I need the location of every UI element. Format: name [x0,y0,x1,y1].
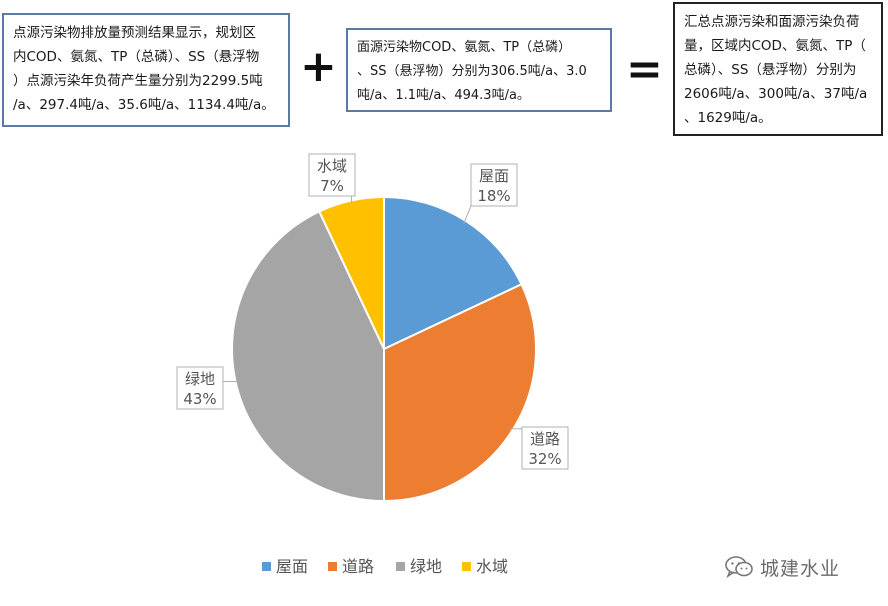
data-label-value: 32% [528,450,561,468]
pie-slice-4 [317,195,385,350]
data-label-category: 屋面 [479,167,509,185]
legend-swatch [328,562,337,571]
data-label-value: 43% [183,390,216,408]
legend-swatch [462,562,471,571]
legend-item-3: 绿地 [396,557,442,576]
pie-slice-3 [231,210,385,503]
data-label-1: 屋面 18% [463,163,518,224]
data-label-2: 道路 32% [509,426,569,470]
pie-slice-1 [383,195,523,351]
data-label-category: 道路 [530,430,560,448]
total-load-textbox: 汇总点源污染和面源污染负荷 量，区域内COD、氨氮、TP（ 总磷）、SS（悬浮物… [673,2,883,136]
wechat-icon [725,556,753,579]
data-label-value: 18% [477,187,510,205]
pie-slice-2 [383,282,537,503]
data-label-category: 绿地 [185,370,215,388]
legend-item-4: 水域 [462,557,508,576]
legend-item-2: 道路 [328,557,374,576]
legend-label: 绿地 [410,557,442,576]
point-source-textbox: 点源污染物排放量预测结果显示，规划区 内COD、氨氮、TP（总磷）、SS（悬浮物… [2,13,290,127]
legend-item-1: 屋面 [262,557,308,576]
legend-label: 屋面 [276,557,308,576]
watermark-text: 城建水业 [760,557,841,580]
legend-swatch [262,562,271,571]
data-label-value: 7% [320,177,344,195]
data-label-category: 水域 [317,157,347,175]
legend-swatch [396,562,405,571]
plus-sign: + [300,41,337,92]
nonpoint-source-textbox: 面源污染物COD、氨氮、TP（总磷） 、SS（悬浮物）分别为306.5吨/a、3… [346,28,612,112]
legend-label: 水域 [476,557,508,576]
equals-sign: = [626,44,663,95]
data-label-3: 绿地 43% [176,366,239,410]
watermark: 城建水业 [724,552,840,582]
data-label-4: 水域 7% [308,153,356,204]
legend-label: 道路 [342,557,374,576]
